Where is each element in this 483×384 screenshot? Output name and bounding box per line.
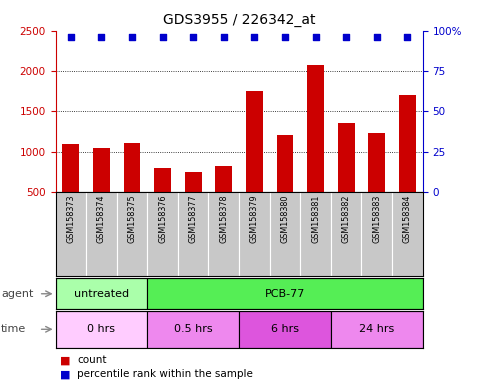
Point: [98, 34, 105, 40]
Point: [281, 34, 289, 40]
Text: GSM158378: GSM158378: [219, 195, 228, 243]
Text: ■: ■: [60, 369, 71, 379]
Point: [128, 34, 136, 40]
Bar: [56, 278, 147, 309]
Point: [159, 34, 167, 40]
Text: untreated: untreated: [74, 289, 129, 299]
Text: GSM158373: GSM158373: [66, 195, 75, 243]
Bar: [300, 192, 331, 276]
Bar: [124, 143, 141, 232]
Text: count: count: [77, 355, 107, 365]
Bar: [215, 166, 232, 232]
Point: [220, 34, 227, 40]
Text: GSM158374: GSM158374: [97, 195, 106, 243]
Bar: [369, 133, 385, 232]
Text: 0.5 hrs: 0.5 hrs: [174, 324, 213, 334]
Bar: [392, 192, 423, 276]
Text: GSM158380: GSM158380: [281, 195, 289, 243]
Text: GSM158384: GSM158384: [403, 195, 412, 243]
Bar: [147, 192, 178, 276]
Bar: [277, 135, 293, 232]
Point: [403, 34, 411, 40]
Point: [342, 34, 350, 40]
Text: GDS3955 / 226342_at: GDS3955 / 226342_at: [163, 13, 315, 27]
Text: GSM158381: GSM158381: [311, 195, 320, 243]
Text: time: time: [1, 324, 26, 334]
Bar: [399, 95, 416, 232]
Bar: [270, 192, 300, 276]
Bar: [56, 311, 147, 348]
Point: [373, 34, 381, 40]
Bar: [178, 192, 209, 276]
Bar: [246, 91, 263, 232]
Bar: [331, 311, 423, 348]
Point: [251, 34, 258, 40]
Text: GSM158383: GSM158383: [372, 195, 381, 243]
Bar: [361, 192, 392, 276]
Bar: [239, 311, 331, 348]
Text: percentile rank within the sample: percentile rank within the sample: [77, 369, 253, 379]
Bar: [338, 122, 355, 232]
Text: PCB-77: PCB-77: [265, 289, 305, 299]
Text: 24 hrs: 24 hrs: [359, 324, 394, 334]
Bar: [62, 144, 79, 232]
Bar: [93, 149, 110, 232]
Point: [312, 34, 319, 40]
Bar: [56, 192, 86, 276]
Text: 6 hrs: 6 hrs: [271, 324, 299, 334]
Text: GSM158382: GSM158382: [341, 195, 351, 243]
Bar: [147, 278, 423, 309]
Bar: [239, 192, 270, 276]
Text: 0 hrs: 0 hrs: [87, 324, 115, 334]
Bar: [209, 192, 239, 276]
Bar: [331, 192, 361, 276]
Bar: [185, 172, 201, 232]
Bar: [154, 168, 171, 232]
Text: GSM158375: GSM158375: [128, 195, 137, 243]
Text: ■: ■: [60, 355, 71, 365]
Text: agent: agent: [1, 289, 33, 299]
Bar: [86, 192, 117, 276]
Bar: [117, 192, 147, 276]
Text: GSM158376: GSM158376: [158, 195, 167, 243]
Point: [67, 34, 75, 40]
Point: [189, 34, 197, 40]
Text: GSM158377: GSM158377: [189, 195, 198, 243]
Text: GSM158379: GSM158379: [250, 195, 259, 243]
Bar: [307, 65, 324, 232]
Bar: [147, 311, 239, 348]
